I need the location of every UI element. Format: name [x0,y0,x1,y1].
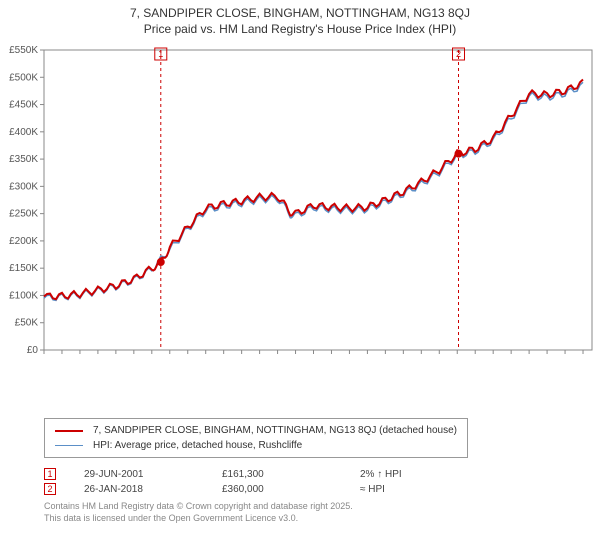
note-date-1: 29-JUN-2001 [84,469,194,480]
legend-row-property: 7, SANDPIPER CLOSE, BINGHAM, NOTTINGHAM,… [55,423,457,438]
y-tick-label: £400K [9,127,38,138]
y-tick-label: £0 [27,345,39,356]
attribution-line-2: This data is licensed under the Open Gov… [44,513,574,525]
note-delta-2: ≈ HPI [360,484,470,495]
y-tick-label: £50K [15,318,39,329]
title-line-1: 7, SANDPIPER CLOSE, BINGHAM, NOTTINGHAM,… [10,6,590,22]
plot-border [44,50,592,350]
note-marker-2: 2 [44,483,56,495]
legend-label-hpi: HPI: Average price, detached house, Rush… [93,438,302,453]
legend-swatch-property [55,430,83,432]
legend-and-notes: 7, SANDPIPER CLOSE, BINGHAM, NOTTINGHAM,… [44,418,574,524]
note-price-2: £360,000 [222,484,332,495]
legend-row-hpi: HPI: Average price, detached house, Rush… [55,438,457,453]
note-price-1: £161,300 [222,469,332,480]
y-tick-label: £350K [9,154,38,165]
y-tick-label: £500K [9,72,38,83]
y-tick-label: £300K [9,181,38,192]
data-point [157,258,165,266]
y-tick-label: £150K [9,263,38,274]
marker-number: 1 [158,49,163,59]
series-hpi [44,82,583,300]
y-tick-label: £250K [9,209,38,220]
attribution: Contains HM Land Registry data © Crown c… [44,501,574,524]
y-tick-label: £200K [9,236,38,247]
notes-table: 1 29-JUN-2001 £161,300 2% ↑ HPI 2 26-JAN… [44,468,574,495]
data-point [455,150,463,158]
note-row-1: 1 29-JUN-2001 £161,300 2% ↑ HPI [44,468,574,480]
note-row-2: 2 26-JAN-2018 £360,000 ≈ HPI [44,483,574,495]
y-tick-label: £100K [9,290,38,301]
note-marker-1: 1 [44,468,56,480]
title-line-2: Price paid vs. HM Land Registry's House … [10,22,590,38]
chart-container: £0 £50K £100K £150K £200K £250K £300K £350K £400… [0,40,600,410]
chart-title-block: 7, SANDPIPER CLOSE, BINGHAM, NOTTINGHAM,… [0,0,600,39]
note-date-2: 26-JAN-2018 [84,484,194,495]
line-chart: £0 £50K £100K £150K £200K £250K £300K £350K £400… [0,40,600,410]
series-property [44,80,583,300]
y-tick-label: £550K [9,45,38,56]
y-tick-label: £450K [9,100,38,111]
legend-box: 7, SANDPIPER CLOSE, BINGHAM, NOTTINGHAM,… [44,418,468,458]
legend-label-property: 7, SANDPIPER CLOSE, BINGHAM, NOTTINGHAM,… [93,423,457,438]
attribution-line-1: Contains HM Land Registry data © Crown c… [44,501,574,513]
marker-number: 2 [456,49,461,59]
legend-swatch-hpi [55,445,83,446]
note-delta-1: 2% ↑ HPI [360,469,470,480]
